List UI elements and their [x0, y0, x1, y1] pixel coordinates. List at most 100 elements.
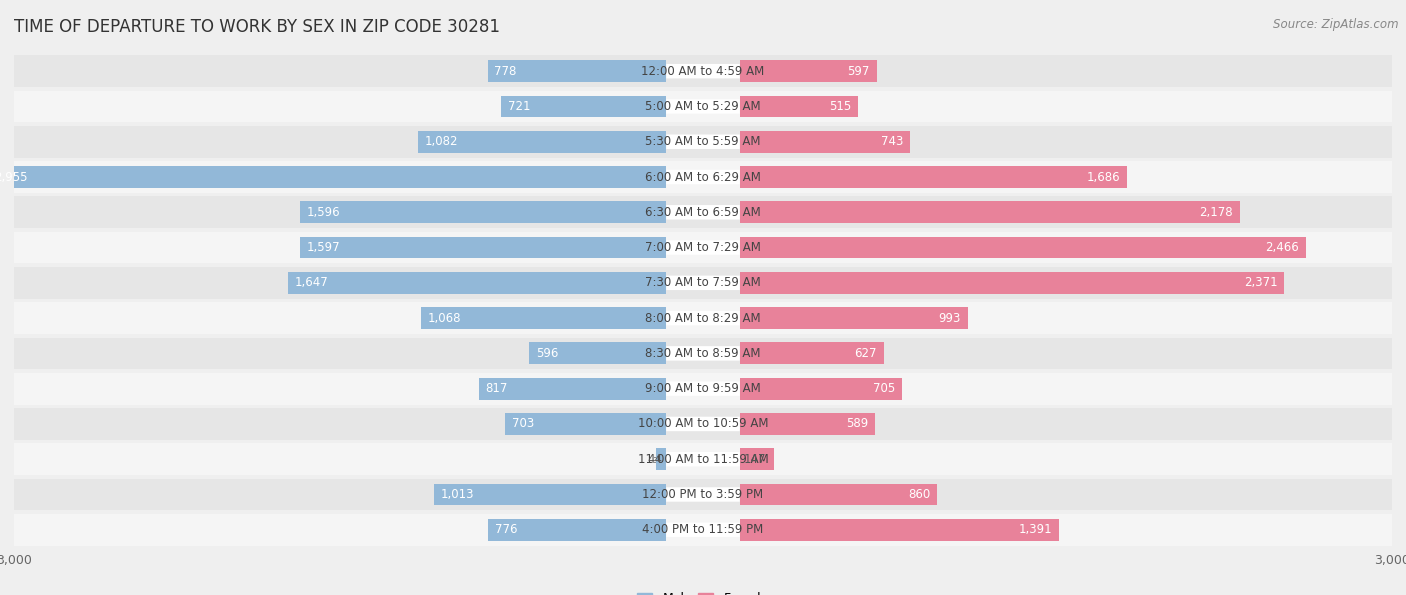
- FancyBboxPatch shape: [666, 311, 740, 325]
- Text: TIME OF DEPARTURE TO WORK BY SEX IN ZIP CODE 30281: TIME OF DEPARTURE TO WORK BY SEX IN ZIP …: [14, 18, 501, 36]
- Text: 7:30 AM to 7:59 AM: 7:30 AM to 7:59 AM: [645, 276, 761, 289]
- Text: 1,082: 1,082: [425, 135, 458, 148]
- Text: 778: 778: [495, 65, 517, 78]
- Text: 2,371: 2,371: [1244, 276, 1277, 289]
- Bar: [14, 443, 1392, 475]
- Text: 8:30 AM to 8:59 AM: 8:30 AM to 8:59 AM: [645, 347, 761, 360]
- Bar: [740, 519, 1059, 541]
- Text: 5:00 AM to 5:29 AM: 5:00 AM to 5:29 AM: [645, 100, 761, 113]
- FancyBboxPatch shape: [666, 205, 740, 220]
- Bar: [299, 237, 666, 258]
- Text: 6:00 AM to 6:29 AM: 6:00 AM to 6:29 AM: [645, 171, 761, 183]
- FancyBboxPatch shape: [666, 134, 740, 149]
- Text: 1,013: 1,013: [440, 488, 474, 501]
- Bar: [14, 126, 1392, 158]
- Text: 2,466: 2,466: [1265, 241, 1299, 254]
- Bar: [14, 302, 1392, 334]
- Bar: [420, 307, 666, 329]
- Text: 1,597: 1,597: [307, 241, 340, 254]
- Text: Source: ZipAtlas.com: Source: ZipAtlas.com: [1274, 18, 1399, 31]
- Text: 5:30 AM to 5:59 AM: 5:30 AM to 5:59 AM: [645, 135, 761, 148]
- Bar: [14, 337, 1392, 369]
- Text: 2,955: 2,955: [0, 171, 28, 183]
- Text: 9:00 AM to 9:59 AM: 9:00 AM to 9:59 AM: [645, 382, 761, 395]
- Bar: [14, 231, 1392, 264]
- Bar: [740, 166, 1128, 188]
- Text: 817: 817: [485, 382, 508, 395]
- Bar: [478, 378, 666, 400]
- Text: 705: 705: [873, 382, 894, 395]
- Bar: [740, 96, 858, 117]
- Text: 10:00 AM to 10:59 AM: 10:00 AM to 10:59 AM: [638, 418, 768, 430]
- Bar: [288, 272, 666, 294]
- Bar: [740, 378, 901, 400]
- Text: 589: 589: [846, 418, 868, 430]
- Text: 2,178: 2,178: [1199, 206, 1233, 219]
- FancyBboxPatch shape: [666, 416, 740, 431]
- Text: 776: 776: [495, 523, 517, 536]
- Text: 627: 627: [855, 347, 877, 360]
- Bar: [740, 484, 938, 505]
- FancyBboxPatch shape: [666, 522, 740, 537]
- Bar: [14, 514, 1392, 546]
- Text: 147: 147: [744, 453, 766, 466]
- Bar: [505, 413, 666, 435]
- Text: 7:00 AM to 7:29 AM: 7:00 AM to 7:29 AM: [645, 241, 761, 254]
- Bar: [740, 131, 910, 153]
- Bar: [740, 237, 1306, 258]
- Text: 44: 44: [648, 453, 662, 466]
- Text: 11:00 AM to 11:59 AM: 11:00 AM to 11:59 AM: [638, 453, 768, 466]
- Text: 703: 703: [512, 418, 534, 430]
- Text: 1,391: 1,391: [1019, 523, 1052, 536]
- Bar: [501, 96, 666, 117]
- Text: 743: 743: [882, 135, 904, 148]
- Bar: [740, 60, 877, 82]
- Text: 721: 721: [508, 100, 530, 113]
- Bar: [14, 267, 1392, 299]
- Text: 596: 596: [536, 347, 558, 360]
- Bar: [530, 343, 666, 364]
- FancyBboxPatch shape: [666, 64, 740, 79]
- Bar: [14, 55, 1392, 87]
- Text: 12:00 AM to 4:59 AM: 12:00 AM to 4:59 AM: [641, 65, 765, 78]
- Bar: [657, 448, 666, 470]
- Bar: [433, 484, 666, 505]
- FancyBboxPatch shape: [666, 99, 740, 114]
- Bar: [488, 519, 666, 541]
- FancyBboxPatch shape: [666, 170, 740, 184]
- Text: 860: 860: [908, 488, 931, 501]
- Text: 4:00 PM to 11:59 PM: 4:00 PM to 11:59 PM: [643, 523, 763, 536]
- Bar: [0, 166, 666, 188]
- Bar: [14, 408, 1392, 440]
- Bar: [488, 60, 666, 82]
- Text: 1,068: 1,068: [427, 312, 461, 325]
- FancyBboxPatch shape: [666, 452, 740, 466]
- FancyBboxPatch shape: [666, 275, 740, 290]
- Bar: [14, 196, 1392, 228]
- Text: 8:00 AM to 8:29 AM: 8:00 AM to 8:29 AM: [645, 312, 761, 325]
- Text: 993: 993: [939, 312, 960, 325]
- Bar: [740, 343, 884, 364]
- Text: 12:00 PM to 3:59 PM: 12:00 PM to 3:59 PM: [643, 488, 763, 501]
- Bar: [14, 373, 1392, 405]
- Bar: [740, 201, 1240, 223]
- FancyBboxPatch shape: [666, 240, 740, 255]
- Text: 597: 597: [848, 65, 870, 78]
- Legend: Male, Female: Male, Female: [637, 593, 769, 595]
- Text: 1,686: 1,686: [1087, 171, 1121, 183]
- Text: 515: 515: [830, 100, 851, 113]
- Bar: [740, 413, 875, 435]
- Bar: [740, 272, 1284, 294]
- Bar: [299, 201, 666, 223]
- Bar: [740, 448, 773, 470]
- Bar: [14, 478, 1392, 511]
- Text: 1,647: 1,647: [295, 276, 329, 289]
- Text: 1,596: 1,596: [307, 206, 340, 219]
- FancyBboxPatch shape: [666, 346, 740, 361]
- Bar: [740, 307, 967, 329]
- FancyBboxPatch shape: [666, 381, 740, 396]
- FancyBboxPatch shape: [666, 487, 740, 502]
- Bar: [418, 131, 666, 153]
- Bar: [14, 161, 1392, 193]
- Bar: [14, 90, 1392, 123]
